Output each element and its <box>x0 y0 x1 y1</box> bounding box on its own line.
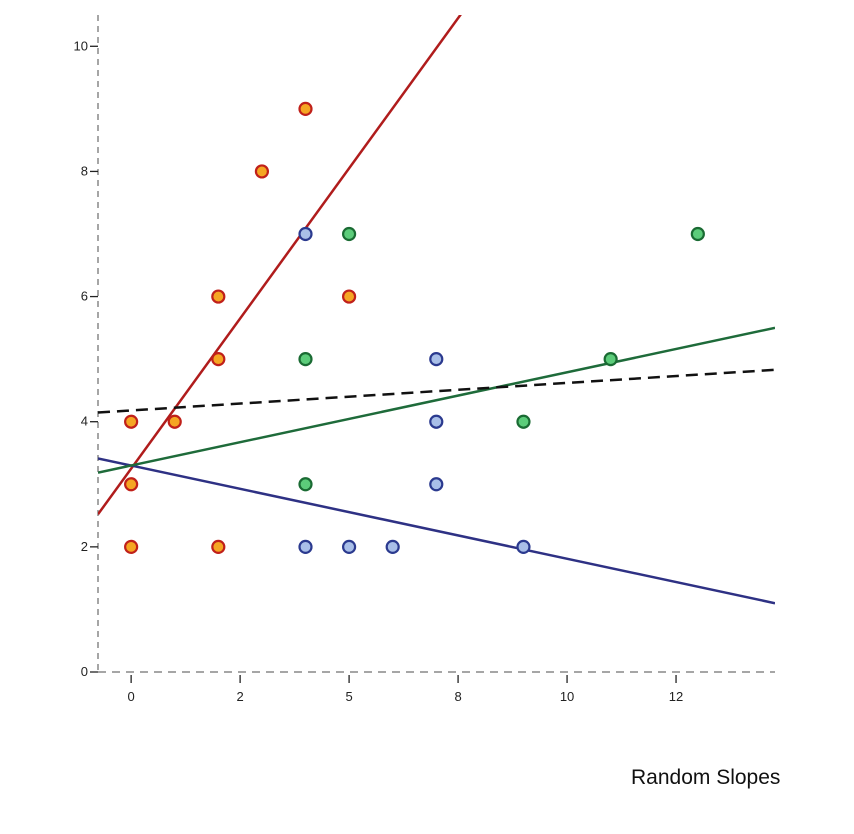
y-tick-label: 8 <box>81 163 88 178</box>
group-red-point <box>167 414 182 429</box>
group-red-point <box>298 101 313 116</box>
group-blue-point <box>341 539 357 554</box>
y-tick-label: 2 <box>81 539 88 554</box>
chart-title: Random Slopes <box>631 766 781 789</box>
group-blue-point <box>298 226 313 242</box>
group-green-point <box>603 352 618 367</box>
y-tick-label: 10 <box>74 38 88 53</box>
x-tick-label: 5 <box>345 689 352 704</box>
group-red-point <box>124 414 139 429</box>
group-green-regression-line <box>98 326 775 474</box>
group-blue-point <box>385 539 400 554</box>
x-tick-label: 2 <box>236 689 243 704</box>
group-red-point <box>211 352 226 367</box>
x-tick-label: 10 <box>560 689 574 704</box>
group-red-point <box>211 289 226 304</box>
group-red-point <box>211 539 226 554</box>
group-blue-point <box>429 477 444 492</box>
group-green-point <box>298 352 313 367</box>
x-tick-label: 12 <box>669 689 683 704</box>
y-tick-label: 6 <box>81 289 88 304</box>
group-blue-regression-line <box>98 457 775 605</box>
group-red-point <box>124 539 139 554</box>
group-red-point <box>124 477 139 492</box>
group-red-point <box>341 289 357 304</box>
group-green-point <box>341 226 357 242</box>
x-tick-label: 0 <box>128 689 135 704</box>
group-green-point <box>298 477 313 492</box>
y-tick-label: 0 <box>81 664 88 679</box>
group-blue-point <box>429 352 444 367</box>
group-red-regression-line <box>98 15 462 516</box>
group-blue-point <box>516 539 531 554</box>
group-blue-point <box>298 539 313 554</box>
y-tick-label: 4 <box>81 414 88 429</box>
x-tick-label: 8 <box>454 689 461 704</box>
group-green-point <box>690 226 705 242</box>
group-blue-point <box>429 414 444 429</box>
group-red-point <box>254 164 270 179</box>
group-green-point <box>516 414 531 429</box>
